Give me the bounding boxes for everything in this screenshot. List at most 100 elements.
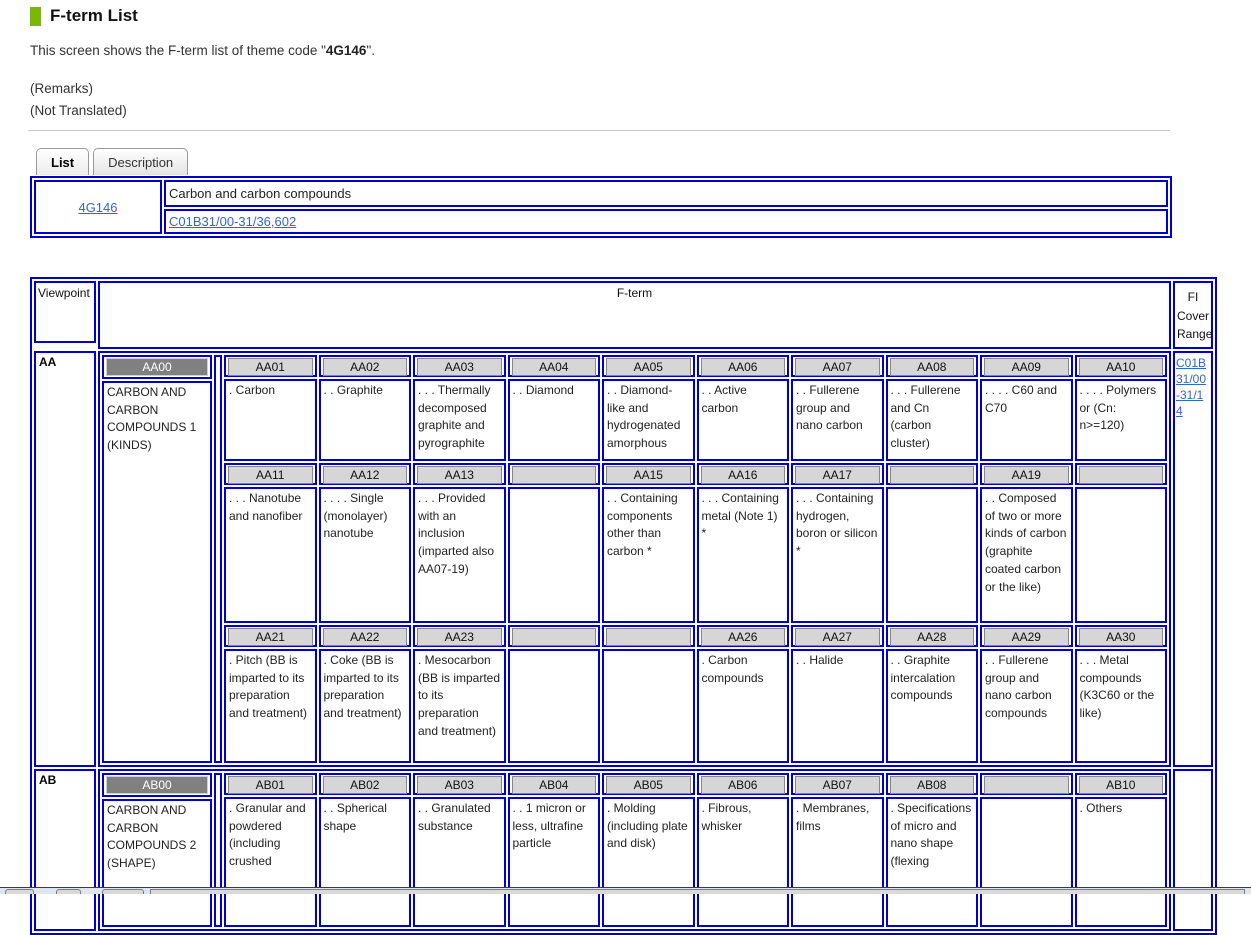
fterm-description: . . Containing components other than car…: [602, 486, 695, 623]
page-title: F-term List: [50, 6, 138, 25]
viewpoint-label: AB: [34, 768, 96, 931]
viewpoint-description: CARBON AND CARBON COMPOUNDS 2 (SHAPE): [102, 798, 212, 927]
intro-prefix: This screen shows the F-term list of the…: [30, 43, 326, 58]
remarks-block: (Remarks) (Not Translated): [30, 78, 127, 122]
fterm-code-cell: AA09: [980, 354, 1073, 377]
theme-classification-link[interactable]: C01B31/00-31/36,602: [169, 214, 297, 229]
not-translated-label: (Not Translated): [30, 103, 127, 118]
fterm-code-cell: AB02: [318, 772, 411, 795]
viewpoint-code-chip: AA00: [106, 357, 208, 376]
fterm-code: AB04: [511, 775, 596, 794]
fterm-code: AB01: [228, 775, 313, 794]
fterm-description: . . Composed of two or more kinds of car…: [980, 486, 1073, 623]
fterm-code-cell: AA06: [696, 354, 789, 377]
fterm-code: [889, 465, 974, 484]
fterm-description: [507, 648, 600, 763]
fterm-code: AA13: [417, 465, 502, 484]
fterm-description: . Granular and powdered (including crush…: [224, 796, 317, 927]
fterm-bands: AA01 AA02 AA03 AA04 AA05 AA06 AA07 AA08 …: [224, 354, 1167, 763]
fterm-code-cell: AB07: [791, 772, 884, 795]
fi-cover-range-link[interactable]: C01B31/00-31/14: [1176, 355, 1207, 419]
fterm-code-cell: [1074, 462, 1167, 485]
fterm-description: [507, 486, 600, 623]
fterm-code: AA09: [984, 357, 1069, 376]
tab-description[interactable]: Description: [93, 148, 189, 175]
viewpoint-code-column: AA00 CARBON AND CARBON COMPOUNDS 1 (KIND…: [102, 354, 212, 763]
fterm-code-cell: [980, 772, 1073, 795]
fterm-code-cell: AA30: [1074, 624, 1167, 647]
fterm-band: AB01 AB02 AB03 AB04 AB05 AB06 AB07 AB08 …: [224, 772, 1167, 927]
fterm-code: AB03: [417, 775, 502, 794]
fterm-description: . Others: [1074, 796, 1167, 927]
fterm-table: Viewpoint F-term FI Cover Range AA AA00 …: [30, 277, 1217, 935]
theme-classification-cell: C01B31/00-31/36,602: [164, 209, 1168, 234]
fterm-description: . . . Metal compounds (K3C60 or the like…: [1074, 648, 1167, 763]
fterm-description: . Carbon: [224, 378, 317, 461]
header-viewpoint: Viewpoint: [34, 281, 96, 343]
fterm-code: AA08: [889, 357, 974, 376]
fterm-code: AA06: [700, 357, 785, 376]
fterm-description: . Specifications of micro and nano shape…: [885, 796, 978, 927]
fterm-description: . . Diamond-like and hydrogenated amorph…: [602, 378, 695, 461]
fterm-code: [1078, 465, 1163, 484]
fterm-band: AA21 AA22 AA23 AA26 AA27 AA28 AA29 AA30 …: [224, 624, 1167, 763]
fterm-code-cell: AA11: [224, 462, 317, 485]
fterm-code: [606, 627, 691, 646]
fterm-description: . . Active carbon: [696, 378, 789, 461]
fterm-code: AA21: [228, 627, 313, 646]
fterm-band: AA11 AA12 AA13 AA15 AA16 AA17 AA19 . . .…: [224, 462, 1167, 623]
viewpoint-description: CARBON AND CARBON COMPOUNDS 1 (KINDS): [102, 380, 212, 763]
fterm-code: AA30: [1078, 627, 1163, 646]
spacer-column: [214, 354, 222, 763]
fterm-code-cell: AA22: [318, 624, 411, 647]
fterm-code: AA03: [417, 357, 502, 376]
fterm-code-cell: AB08: [885, 772, 978, 795]
tab-list[interactable]: List: [36, 148, 90, 175]
fterm-description: [980, 796, 1073, 927]
fterm-description: . . Graphite intercalation compounds: [885, 648, 978, 763]
theme-code-cell: 4G146: [34, 180, 162, 234]
fterm-code-cell: AB10: [1074, 772, 1167, 795]
fterm-code-cell: AA27: [791, 624, 884, 647]
theme-right-cells: Carbon and carbon compounds C01B31/00-31…: [164, 180, 1168, 234]
fterm-table-header-row: Viewpoint F-term FI Cover Range: [34, 281, 1213, 349]
fterm-area: AB00 CARBON AND CARBON COMPOUNDS 2 (SHAP…: [98, 768, 1171, 931]
fterm-code: AB10: [1078, 775, 1163, 794]
page-header: F-term List: [30, 6, 138, 26]
cutoff-panel: [150, 889, 1245, 894]
fterm-description: . . . Containing hydrogen, boron or sili…: [791, 486, 884, 623]
theme-name: Carbon and carbon compounds: [164, 180, 1168, 207]
fterm-code: AA16: [700, 465, 785, 484]
fterm-code: AA23: [417, 627, 502, 646]
fterm-code-cell: AA03: [413, 354, 506, 377]
fterm-code-cell: AA08: [885, 354, 978, 377]
fterm-description: . Coke (BB is imparted to its preparatio…: [318, 648, 411, 763]
fterm-code-cell: AA29: [980, 624, 1073, 647]
fterm-code-cell: [507, 624, 600, 647]
fterm-description: . . 1 micron or less, ultrafine particle: [507, 796, 600, 927]
fterm-description: . . . Nanotube and nanofiber: [224, 486, 317, 623]
fterm-code: AB08: [889, 775, 974, 794]
fterm-code-cell: AA16: [696, 462, 789, 485]
fterm-description: . . . Provided with an inclusion (impart…: [413, 486, 506, 623]
fterm-code-cell: AA26: [696, 624, 789, 647]
fterm-description: . Membranes, films: [791, 796, 884, 927]
fterm-description: . . Graphite: [318, 378, 411, 461]
fterm-code: AA29: [984, 627, 1069, 646]
spacer-column: [214, 772, 222, 927]
fterm-code: AA28: [889, 627, 974, 646]
fterm-code-cell: AB04: [507, 772, 600, 795]
fterm-code: AA01: [228, 357, 313, 376]
fterm-code: AA05: [606, 357, 691, 376]
fterm-code: AB06: [700, 775, 785, 794]
theme-code-link[interactable]: 4G146: [78, 199, 118, 215]
fterm-code-cell: AA10: [1074, 354, 1167, 377]
fi-cover-range-cell: [1173, 768, 1213, 931]
intro-suffix: ".: [366, 43, 375, 58]
fterm-description: [602, 648, 695, 763]
fterm-description: . . . Thermally decomposed graphite and …: [413, 378, 506, 461]
viewpoint-code-chip-cell: AB00: [102, 772, 212, 797]
fterm-description: . . Halide: [791, 648, 884, 763]
fterm-description: . Fibrous, whisker: [696, 796, 789, 927]
fterm-code-cell: AA23: [413, 624, 506, 647]
